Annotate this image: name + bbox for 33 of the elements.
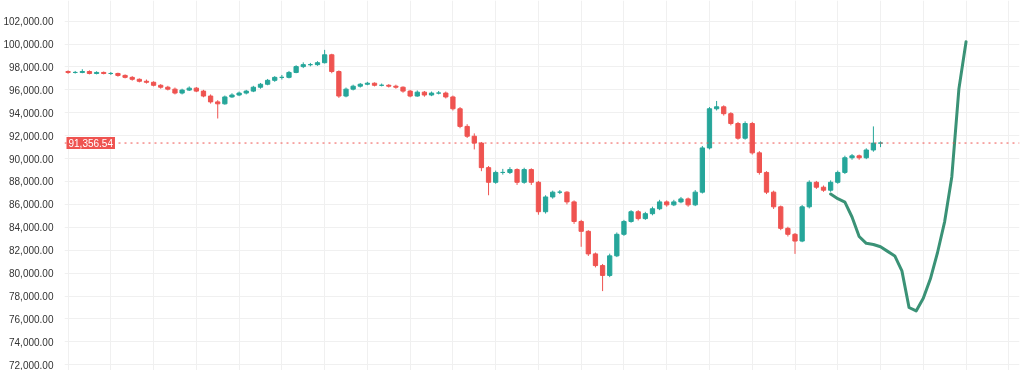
y-tick-label: 80,000.00 xyxy=(9,268,54,280)
candlestick xyxy=(65,69,71,75)
candlestick xyxy=(393,84,399,90)
candlestick xyxy=(485,165,492,196)
y-tick-label: 88,000.00 xyxy=(9,176,54,188)
y-tick-label: 98,000.00 xyxy=(9,61,54,73)
candlestick xyxy=(742,120,748,141)
candlestick xyxy=(763,170,770,195)
y-tick-label: 84,000.00 xyxy=(9,222,54,234)
y-tick-label: 94,000.00 xyxy=(9,107,54,119)
candlestick xyxy=(792,232,798,255)
candlestick xyxy=(607,253,613,278)
y-tick-label: 86,000.00 xyxy=(9,199,54,211)
candlestick xyxy=(778,205,784,231)
line-series xyxy=(829,40,968,313)
candlestick xyxy=(542,194,549,215)
candlestick xyxy=(215,99,221,119)
candlestick xyxy=(849,153,855,161)
y-tick-label: 96,000.00 xyxy=(9,84,54,96)
y-tick-label: 76,000.00 xyxy=(9,313,54,325)
candlestick xyxy=(756,150,763,176)
ref-line-label: 91,356.54 xyxy=(68,138,114,150)
y-tick-label: 92,000.00 xyxy=(9,130,54,142)
y-tick-label: 74,000.00 xyxy=(9,336,54,348)
y-tick-label: 82,000.00 xyxy=(9,245,54,257)
candlestick xyxy=(870,125,877,153)
y-tick-label: 72,000.00 xyxy=(9,359,54,370)
candlestick xyxy=(599,263,606,292)
y-tick-label: 90,000.00 xyxy=(9,153,54,165)
y-tick-label: 100,000.00 xyxy=(3,39,54,51)
candlestick xyxy=(585,229,591,257)
y-tick-label: 102,000.00 xyxy=(3,16,54,28)
y-tick-label: 78,000.00 xyxy=(9,291,54,303)
